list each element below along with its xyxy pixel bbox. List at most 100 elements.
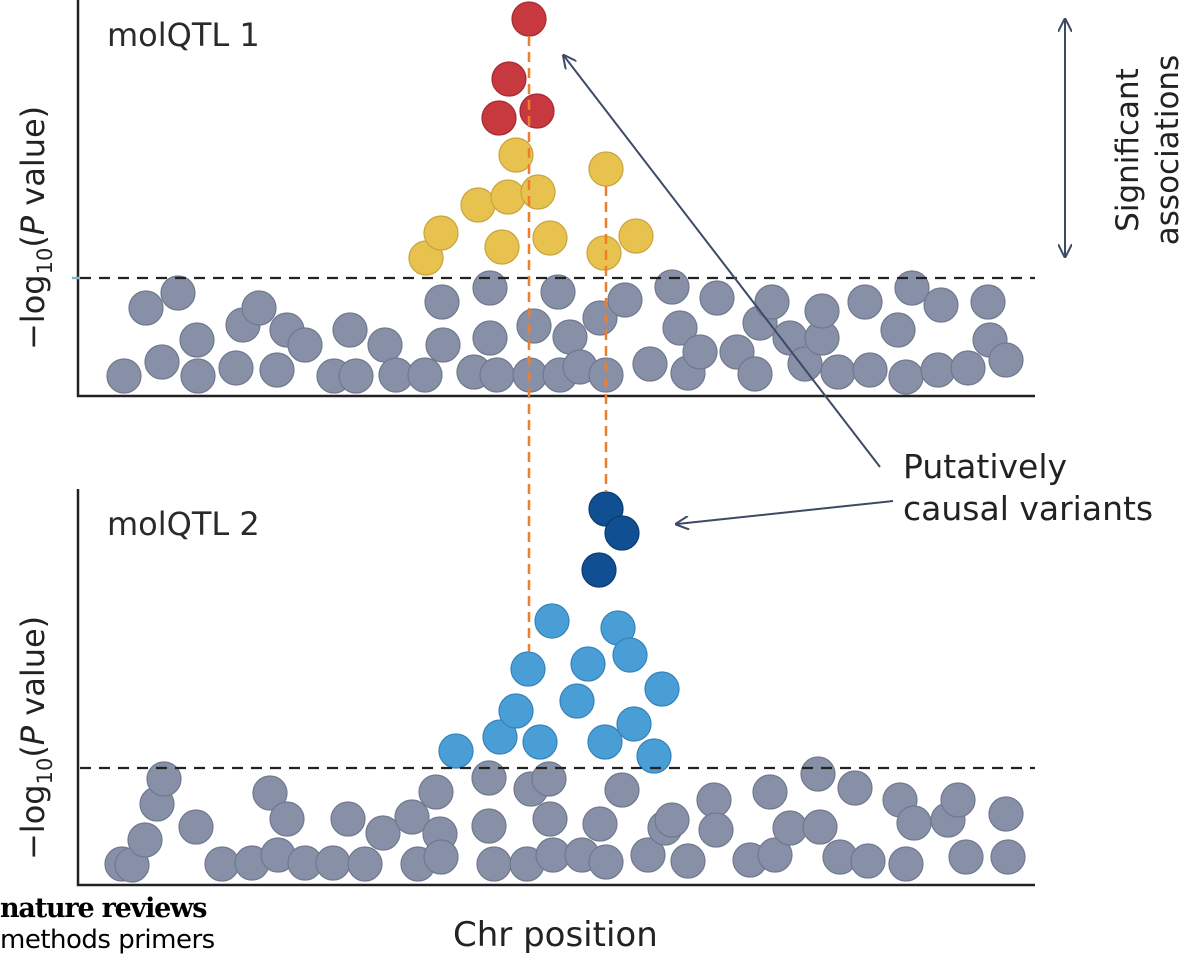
panel1-background-point-2 bbox=[144, 344, 180, 380]
annotation-arrow-up bbox=[564, 56, 881, 468]
panel1-background-point-30 bbox=[582, 300, 618, 336]
panel1-background-point-8 bbox=[241, 290, 277, 326]
panel2-background-point-4 bbox=[146, 761, 182, 797]
panel1-background-point-6 bbox=[218, 350, 254, 386]
panel2-significant-point-0 bbox=[438, 733, 474, 769]
panel2-significant-point-8 bbox=[587, 724, 623, 760]
panel1-significant-point-5 bbox=[498, 137, 534, 173]
panel1-background-point-3 bbox=[160, 275, 196, 311]
panel2-background-point-52 bbox=[940, 782, 976, 818]
panel1-background-point-31 bbox=[588, 357, 624, 393]
panel2-background-point-32 bbox=[604, 772, 640, 808]
panel2-points bbox=[104, 491, 1026, 883]
panel2-background-point-35 bbox=[654, 802, 690, 838]
panel2-background-point-33 bbox=[630, 837, 666, 873]
panel1-background-point-21 bbox=[472, 270, 508, 306]
panel1-points bbox=[106, 1, 1024, 395]
panel2-ylabel: −log10(P value) bbox=[14, 615, 57, 860]
panel1-background-point-26 bbox=[540, 274, 576, 310]
panel1-lead-point-0 bbox=[511, 1, 547, 37]
panel2-background-point-40 bbox=[752, 774, 788, 810]
panel1-background-point-14 bbox=[338, 358, 374, 394]
panel1-significant-point-2 bbox=[460, 187, 496, 223]
panel2-significant-point-10 bbox=[612, 637, 648, 673]
panel1-background-point-34 bbox=[654, 269, 690, 305]
panel1-background-point-44 bbox=[787, 346, 823, 382]
panel2-background-point-5 bbox=[178, 809, 214, 845]
x-axis-label: Chr position bbox=[453, 915, 658, 955]
panel1-background-point-54 bbox=[923, 287, 959, 323]
significant-line2: associations bbox=[1150, 54, 1186, 246]
panel2-background-point-10 bbox=[269, 801, 305, 837]
panel2-background-point-13 bbox=[330, 801, 366, 837]
panel1-significant-point-8 bbox=[588, 151, 624, 187]
panel2-background-point-53 bbox=[948, 839, 984, 875]
panel2-background-point-2 bbox=[127, 822, 163, 858]
panel1-background-point-22 bbox=[472, 320, 508, 356]
panel1-background-point-11 bbox=[287, 327, 323, 363]
panel2-background-point-55 bbox=[990, 839, 1026, 875]
panel2-background-point-12 bbox=[315, 845, 351, 881]
panel2-background-point-49 bbox=[888, 846, 924, 882]
panel2-axes bbox=[76, 489, 1035, 887]
panel1-background-point-25 bbox=[516, 308, 552, 344]
significant-associations-label: Significant associations bbox=[1108, 30, 1188, 270]
panel1-background-point-52 bbox=[894, 270, 930, 306]
panel2-background-point-46 bbox=[837, 770, 873, 806]
panel1-background-point-51 bbox=[888, 359, 924, 395]
panel1-background-point-40 bbox=[737, 356, 773, 392]
panel1-background-point-56 bbox=[970, 284, 1006, 320]
panel1-axes bbox=[76, 0, 1035, 398]
panel2-background-point-22 bbox=[471, 808, 507, 844]
panel1-background-point-37 bbox=[682, 334, 718, 370]
panel2-background-point-20 bbox=[423, 839, 459, 875]
panel2-background-point-26 bbox=[531, 761, 567, 797]
panel2-significant-point-6 bbox=[559, 683, 595, 719]
panel1-title: molQTL 1 bbox=[107, 16, 260, 54]
panel1-lead-point-2 bbox=[481, 100, 517, 136]
panel2-background-point-44 bbox=[802, 809, 838, 845]
panel1-background-point-17 bbox=[407, 357, 443, 393]
annotation-line2: causal variants bbox=[903, 489, 1154, 528]
panel2-background-point-54 bbox=[988, 796, 1024, 832]
panel2-background-point-18 bbox=[418, 774, 454, 810]
panel2-background-point-21 bbox=[471, 760, 507, 796]
panel1-background-point-46 bbox=[804, 293, 840, 329]
panel2-significant-point-3 bbox=[510, 651, 546, 687]
panel2-background-point-15 bbox=[365, 815, 401, 851]
annotation-arrow-left bbox=[677, 500, 894, 524]
panel2-background-point-37 bbox=[696, 782, 732, 818]
panel2-significant-point-7 bbox=[570, 646, 606, 682]
panel1-background-point-35 bbox=[662, 310, 698, 346]
panel1-background-point-42 bbox=[754, 284, 790, 320]
journal-logo-subtitle: methods primers bbox=[0, 925, 215, 955]
journal-logo-name: nature reviews bbox=[0, 893, 207, 924]
panel1-background-point-48 bbox=[847, 284, 883, 320]
panel2-background-point-41 bbox=[757, 837, 793, 873]
panel2-significant-point-4 bbox=[522, 724, 558, 760]
panel1-background-point-58 bbox=[988, 342, 1024, 378]
panel2-significant-point-12 bbox=[636, 738, 672, 774]
panel2-background-point-43 bbox=[800, 756, 836, 792]
panel1-ylabel: −log10(P value) bbox=[14, 105, 57, 350]
panel2-lead-point-2 bbox=[581, 552, 617, 588]
causal-variants-annotation: Putatively causal variants bbox=[903, 446, 1153, 530]
panel1-background-point-33 bbox=[632, 346, 668, 382]
panel2-significant-point-11 bbox=[616, 706, 652, 742]
panel1-background-point-23 bbox=[479, 357, 515, 393]
panel2-background-point-23 bbox=[476, 846, 512, 882]
panel2-background-point-50 bbox=[896, 805, 932, 841]
panel1-significant-point-1 bbox=[423, 215, 459, 251]
panel2-background-point-27 bbox=[532, 801, 568, 837]
panel1-background-point-28 bbox=[552, 319, 588, 355]
panel2-background-point-47 bbox=[850, 843, 886, 879]
panel1-lead-point-3 bbox=[519, 93, 555, 129]
significant-line1: Significant bbox=[1110, 68, 1146, 232]
panel1-background-point-15 bbox=[367, 327, 403, 363]
panel1-background-point-5 bbox=[180, 358, 216, 394]
panel2-background-point-8 bbox=[252, 775, 288, 811]
panel1-background-point-1 bbox=[128, 290, 164, 326]
panel1-background-point-13 bbox=[332, 312, 368, 348]
